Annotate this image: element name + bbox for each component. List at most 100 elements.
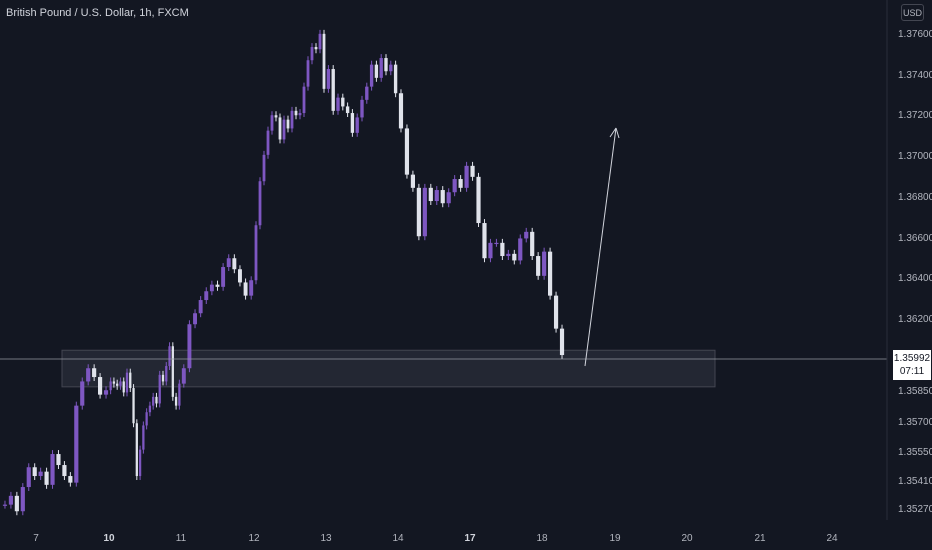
- candle-body[interactable]: [165, 366, 168, 382]
- candle-body[interactable]: [416, 187, 421, 237]
- candle-body[interactable]: [44, 471, 49, 485]
- candle-body[interactable]: [488, 242, 493, 259]
- candle-body[interactable]: [500, 242, 505, 257]
- candle-body[interactable]: [204, 291, 209, 301]
- candle-body[interactable]: [326, 69, 331, 89]
- candle-body[interactable]: [494, 242, 499, 245]
- candle-body[interactable]: [237, 269, 242, 283]
- candle-body[interactable]: [215, 284, 220, 287]
- candle-body[interactable]: [254, 225, 258, 281]
- candle-body[interactable]: [152, 396, 155, 406]
- support-zone[interactable]: [61, 349, 716, 388]
- candle-body[interactable]: [232, 258, 237, 270]
- candle-body[interactable]: [464, 165, 469, 188]
- candle-body[interactable]: [243, 282, 248, 296]
- candle-body[interactable]: [68, 476, 73, 483]
- candle-body[interactable]: [109, 381, 112, 391]
- candle-body[interactable]: [524, 231, 529, 239]
- candle-body[interactable]: [262, 154, 266, 182]
- candle-body[interactable]: [536, 256, 541, 276]
- candle-body[interactable]: [138, 449, 142, 477]
- candle-body[interactable]: [142, 425, 145, 450]
- candle-body[interactable]: [2, 504, 8, 506]
- candle-body[interactable]: [274, 115, 278, 118]
- candle-body[interactable]: [122, 381, 125, 393]
- candle-body[interactable]: [38, 471, 43, 477]
- candle-body[interactable]: [384, 58, 388, 72]
- projection-arrow-line[interactable]: [584, 127, 617, 367]
- candle-body[interactable]: [249, 280, 254, 296]
- candle-body[interactable]: [553, 295, 559, 329]
- candle-body[interactable]: [56, 454, 61, 466]
- candle-body[interactable]: [86, 368, 91, 382]
- candle-body[interactable]: [559, 328, 565, 356]
- candle-body[interactable]: [221, 267, 226, 287]
- candle-body[interactable]: [103, 390, 109, 395]
- candle-body[interactable]: [530, 231, 535, 257]
- candle-body[interactable]: [398, 93, 404, 129]
- currency-button[interactable]: USD: [901, 4, 924, 21]
- candle-body[interactable]: [365, 86, 369, 100]
- candle-body[interactable]: [428, 187, 433, 202]
- candle-body[interactable]: [374, 64, 379, 78]
- candle-body[interactable]: [422, 187, 427, 237]
- candle-body[interactable]: [458, 179, 463, 188]
- candle-body[interactable]: [181, 368, 186, 384]
- candle-body[interactable]: [50, 454, 55, 485]
- candle-body[interactable]: [125, 372, 129, 393]
- candle-body[interactable]: [302, 86, 306, 114]
- candle-body[interactable]: [174, 396, 178, 406]
- candle-body[interactable]: [476, 176, 481, 224]
- candle-body[interactable]: [350, 113, 355, 133]
- candle-body[interactable]: [20, 487, 25, 512]
- candle-body[interactable]: [8, 495, 13, 505]
- candle-body[interactable]: [318, 33, 322, 50]
- candle-body[interactable]: [389, 64, 393, 72]
- candle-body[interactable]: [119, 381, 122, 386]
- candle-body[interactable]: [345, 106, 350, 114]
- candle-body[interactable]: [306, 60, 310, 87]
- candle-body[interactable]: [434, 190, 439, 202]
- candle-body[interactable]: [80, 381, 85, 406]
- candle-body[interactable]: [155, 396, 158, 404]
- candle-body[interactable]: [278, 117, 282, 140]
- candle-body[interactable]: [193, 313, 198, 325]
- candle-body[interactable]: [548, 251, 553, 296]
- candle-body[interactable]: [379, 58, 383, 78]
- candle-body[interactable]: [440, 190, 445, 204]
- candle-body[interactable]: [506, 253, 511, 257]
- candle-body[interactable]: [336, 97, 340, 111]
- candle-body[interactable]: [542, 251, 547, 276]
- candle-body[interactable]: [369, 64, 374, 87]
- candle-body[interactable]: [74, 405, 79, 483]
- candle-body[interactable]: [26, 467, 31, 488]
- candle-body[interactable]: [158, 374, 161, 404]
- candle-body[interactable]: [446, 192, 451, 204]
- candle-body[interactable]: [298, 113, 302, 116]
- candle-body[interactable]: [148, 405, 152, 413]
- candle-body[interactable]: [62, 465, 67, 477]
- candle-body[interactable]: [168, 346, 171, 367]
- candle-body[interactable]: [116, 383, 119, 386]
- candle-body[interactable]: [518, 238, 523, 261]
- candle-body[interactable]: [404, 128, 410, 175]
- candle-body[interactable]: [161, 374, 165, 382]
- candle-body[interactable]: [171, 346, 174, 397]
- candle-body[interactable]: [129, 372, 132, 389]
- time-axis[interactable]: 7 10 11 12 13 14 17 18 19 20 21 24: [33, 533, 838, 544]
- candle-body[interactable]: [187, 324, 192, 369]
- candle-body[interactable]: [355, 117, 359, 133]
- candle-body[interactable]: [322, 33, 326, 89]
- candle-body[interactable]: [270, 115, 274, 131]
- candle-body[interactable]: [286, 119, 290, 129]
- candle-body[interactable]: [470, 165, 475, 177]
- candle-body[interactable]: [331, 69, 335, 111]
- candle-body[interactable]: [266, 130, 270, 155]
- candle-body[interactable]: [452, 179, 457, 193]
- candle-body[interactable]: [360, 99, 364, 118]
- candle-body[interactable]: [314, 47, 318, 50]
- candle-body[interactable]: [282, 119, 286, 140]
- candle-body[interactable]: [410, 174, 415, 188]
- candle-body[interactable]: [135, 423, 138, 477]
